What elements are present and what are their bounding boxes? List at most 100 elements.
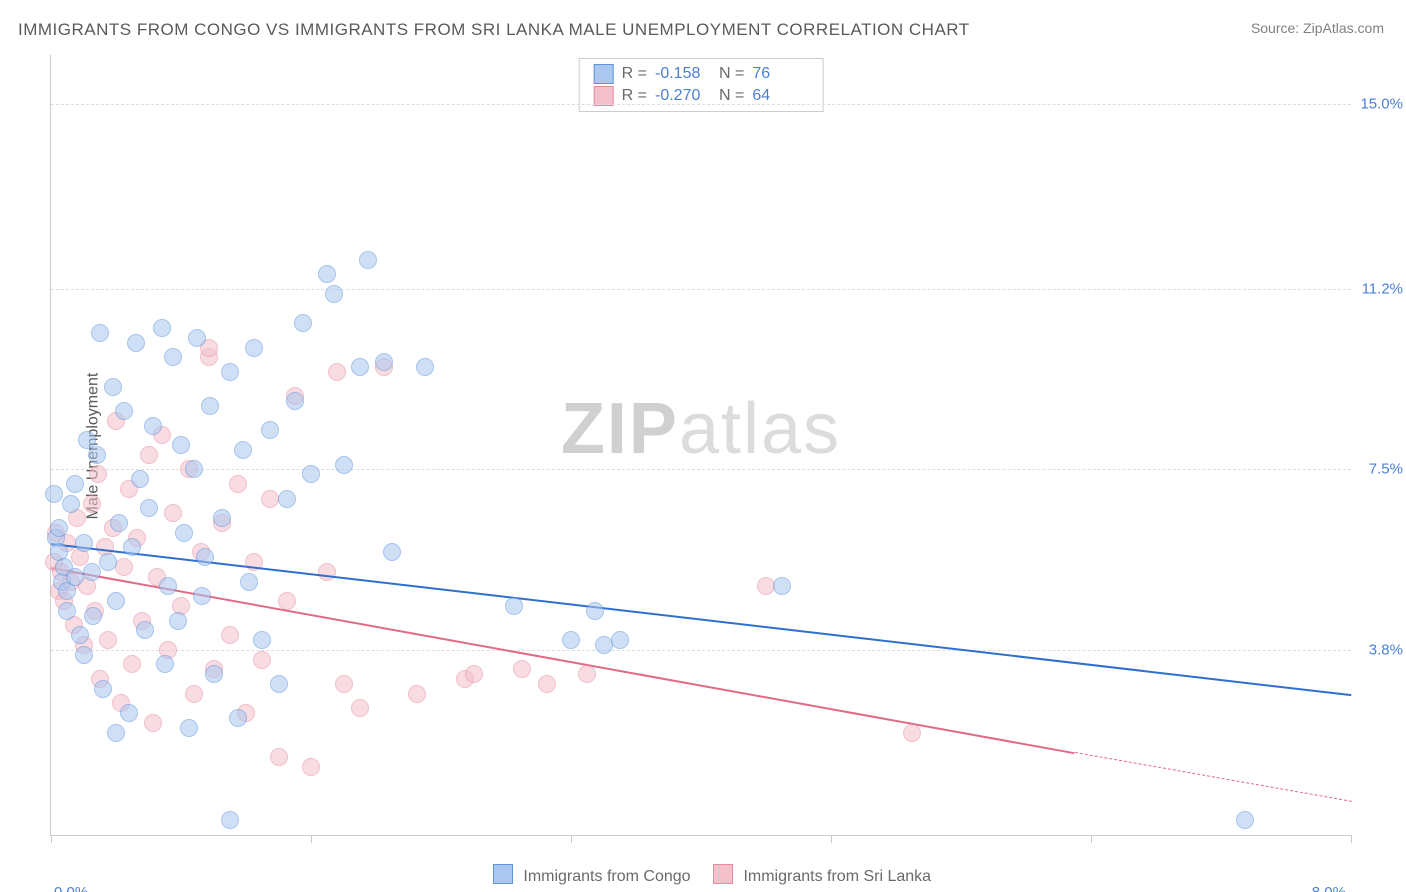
data-point: [278, 490, 296, 508]
data-point: [328, 363, 346, 381]
data-point: [193, 587, 211, 605]
data-point: [270, 675, 288, 693]
data-point: [213, 509, 231, 527]
x-tick: [1351, 835, 1352, 843]
y-tick-label: 7.5%: [1369, 461, 1403, 478]
data-point: [586, 602, 604, 620]
data-point: [318, 265, 336, 283]
data-point: [302, 758, 320, 776]
data-point: [153, 319, 171, 337]
data-point: [83, 495, 101, 513]
data-point: [127, 334, 145, 352]
data-point: [50, 519, 68, 537]
data-point: [75, 646, 93, 664]
data-point: [71, 626, 89, 644]
data-point: [89, 465, 107, 483]
data-point: [196, 548, 214, 566]
data-point: [123, 538, 141, 556]
data-point: [229, 709, 247, 727]
data-point: [62, 495, 80, 513]
data-point: [91, 324, 109, 342]
data-point: [351, 358, 369, 376]
x-tick: [571, 835, 572, 843]
y-tick-label: 15.0%: [1360, 95, 1403, 112]
data-point: [66, 475, 84, 493]
data-point: [58, 602, 76, 620]
data-point: [123, 655, 141, 673]
x-tick: [831, 835, 832, 843]
data-point: [84, 607, 102, 625]
data-point: [240, 573, 258, 591]
plot-area: ZIPatlas R =-0.158 N =76 R =-0.270 N =64…: [50, 55, 1351, 836]
data-point: [562, 631, 580, 649]
data-point: [383, 543, 401, 561]
y-tick-label: 3.8%: [1369, 641, 1403, 658]
data-point: [465, 665, 483, 683]
data-point: [234, 441, 252, 459]
data-point: [185, 685, 203, 703]
gridline: [51, 469, 1351, 470]
data-point: [136, 621, 154, 639]
data-point: [75, 534, 93, 552]
data-point: [294, 314, 312, 332]
data-point: [286, 392, 304, 410]
x-tick: [51, 835, 52, 843]
data-point: [335, 675, 353, 693]
data-point: [221, 811, 239, 829]
data-point: [221, 626, 239, 644]
data-point: [205, 665, 223, 683]
x-tick: [1091, 835, 1092, 843]
data-point: [359, 251, 377, 269]
data-point: [278, 592, 296, 610]
series-legend: Immigrants from Congo Immigrants from Sr…: [0, 864, 1406, 886]
data-point: [107, 592, 125, 610]
watermark: ZIPatlas: [561, 388, 841, 470]
data-point: [159, 577, 177, 595]
data-point: [325, 285, 343, 303]
gridline: [51, 289, 1351, 290]
data-point: [94, 680, 112, 698]
data-point: [83, 563, 101, 581]
data-point: [538, 675, 556, 693]
swatch-bottom-1: [493, 864, 513, 884]
data-point: [120, 704, 138, 722]
data-point: [115, 402, 133, 420]
chart-title: IMMIGRANTS FROM CONGO VS IMMIGRANTS FROM…: [18, 20, 970, 40]
data-point: [99, 553, 117, 571]
series-name-1: Immigrants from Congo: [523, 868, 690, 885]
series-name-2: Immigrants from Sri Lanka: [743, 868, 931, 885]
data-point: [175, 524, 193, 542]
data-point: [270, 748, 288, 766]
n-value-1: 76: [752, 63, 808, 85]
data-point: [201, 397, 219, 415]
r-value-1: -0.158: [655, 63, 711, 85]
data-point: [221, 363, 239, 381]
data-point: [416, 358, 434, 376]
data-point: [578, 665, 596, 683]
data-point: [261, 421, 279, 439]
chart-container: IMMIGRANTS FROM CONGO VS IMMIGRANTS FROM…: [0, 0, 1406, 892]
data-point: [611, 631, 629, 649]
data-point: [351, 699, 369, 717]
swatch-series-1: [594, 64, 614, 84]
data-point: [1236, 811, 1254, 829]
data-point: [375, 353, 393, 371]
data-point: [172, 436, 190, 454]
data-point: [302, 465, 320, 483]
data-point: [253, 631, 271, 649]
data-point: [903, 724, 921, 742]
y-tick-label: 11.2%: [1362, 281, 1403, 298]
swatch-bottom-2: [713, 864, 733, 884]
data-point: [88, 446, 106, 464]
data-point: [185, 460, 203, 478]
data-point: [164, 348, 182, 366]
data-point: [144, 714, 162, 732]
data-point: [408, 685, 426, 703]
trend-line: [51, 543, 1351, 696]
data-point: [164, 504, 182, 522]
data-point: [188, 329, 206, 347]
x-tick: [311, 835, 312, 843]
data-point: [110, 514, 128, 532]
data-point: [513, 660, 531, 678]
data-point: [253, 651, 271, 669]
